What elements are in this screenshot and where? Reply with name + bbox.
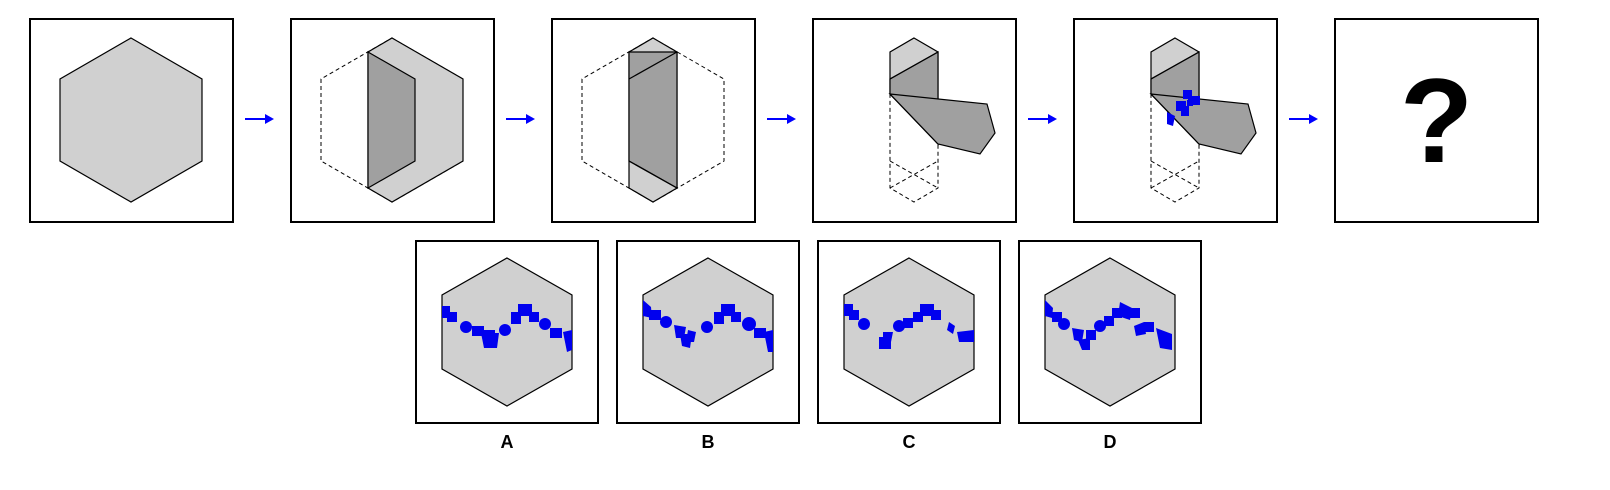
option-d-label: D (1103, 432, 1117, 452)
step-4-panel (812, 18, 1017, 223)
step-2-panel (290, 18, 495, 223)
folded-flap (367, 50, 416, 190)
hole-pattern (844, 304, 974, 349)
hexagon-paper (843, 257, 975, 407)
folded-diagonal-flap (888, 93, 996, 155)
option-a-panel[interactable] (415, 240, 599, 424)
question-mark: ? (1399, 53, 1474, 188)
arrow-icon (1028, 114, 1057, 124)
arrow-icon (506, 114, 535, 124)
folded-diagonal-flap (1149, 93, 1257, 155)
arrow-icon (245, 114, 274, 124)
step-5-panel (1073, 18, 1278, 223)
hexagon-paper (1044, 257, 1176, 407)
arrow-icon (767, 114, 796, 124)
option-d-panel[interactable] (1018, 240, 1202, 424)
cut-marks (1167, 90, 1200, 126)
step-3-panel (551, 18, 756, 223)
option-b-label: B (701, 432, 715, 452)
arrow-icon (1289, 114, 1318, 124)
hole-pattern (643, 300, 773, 352)
option-b-panel[interactable] (616, 240, 800, 424)
question-panel: ? (1334, 18, 1539, 223)
option-a-label: A (500, 432, 514, 452)
step-1-panel (29, 18, 234, 223)
hexagon-paper (59, 37, 203, 203)
hole-pattern (442, 304, 572, 352)
hole-pattern (1045, 300, 1172, 350)
option-c-panel[interactable] (817, 240, 1001, 424)
option-c-label: C (902, 432, 916, 452)
